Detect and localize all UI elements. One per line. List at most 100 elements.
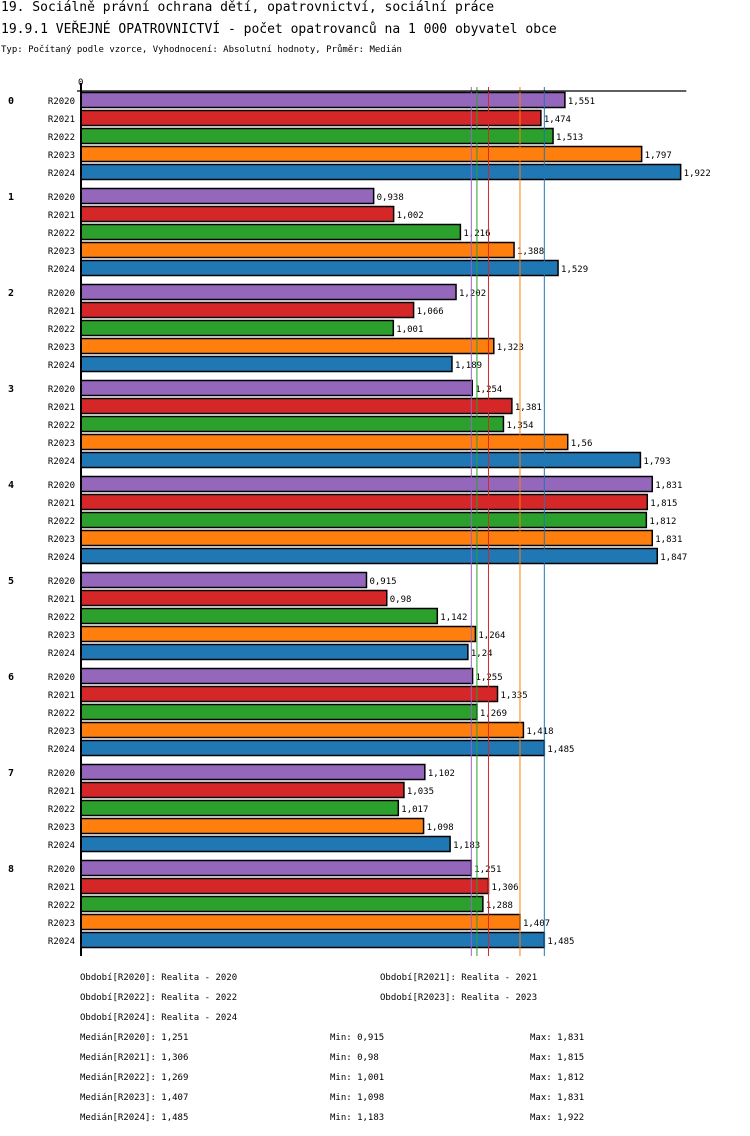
- data-label: 1,847: [660, 553, 687, 563]
- bar: [80, 799, 400, 817]
- bar: [80, 493, 649, 511]
- series-label: R2020: [48, 577, 75, 587]
- data-label: 1,381: [515, 403, 542, 413]
- data-label: 1,269: [480, 709, 507, 719]
- data-label: 1,474: [544, 115, 571, 125]
- bar: [80, 835, 451, 853]
- series-label: R2021: [48, 883, 75, 893]
- bar: [80, 589, 388, 607]
- series-label: R2024: [48, 745, 75, 755]
- bar: [80, 241, 515, 259]
- data-label: 1,102: [428, 769, 455, 779]
- stat-median-r2024: Medián[R2024]: 1,485: [80, 1113, 189, 1123]
- stat-min-r2022: Min: 1,001: [330, 1073, 385, 1083]
- chart-title: 19.9.1 VEŘEJNÉ OPATROVNICTVÍ - počet opa…: [1, 22, 557, 37]
- series-label: R2023: [48, 151, 75, 161]
- bar: [80, 571, 368, 589]
- bar: [80, 127, 554, 145]
- stat-max-r2020: Max: 1,831: [530, 1033, 585, 1043]
- data-label: 1,407: [523, 919, 550, 929]
- bar: [80, 931, 546, 949]
- series-label: R2022: [48, 325, 75, 335]
- data-label: 1,388: [517, 247, 544, 257]
- data-label: 1,323: [497, 343, 524, 353]
- data-label: 1,288: [486, 901, 513, 911]
- data-label: 1,264: [478, 631, 505, 641]
- data-label: 1,56: [571, 439, 593, 449]
- series-label: R2022: [48, 805, 75, 815]
- bar: [80, 301, 415, 319]
- series-label: R2024: [48, 649, 75, 659]
- stat-min-r2024: Min: 1,183: [330, 1113, 385, 1123]
- data-label: 1,142: [440, 613, 467, 623]
- category-label: 0: [8, 96, 14, 107]
- series-label: R2020: [48, 385, 75, 395]
- bar: [80, 145, 643, 163]
- bar: [80, 703, 478, 721]
- stat-min-r2020: Min: 0,915: [330, 1033, 385, 1043]
- series-label: R2024: [48, 841, 75, 851]
- bar: [80, 511, 648, 529]
- stat-min-r2023: Min: 1,098: [330, 1093, 385, 1103]
- data-label: 1,017: [401, 805, 428, 815]
- data-label: 1,306: [491, 883, 518, 893]
- period-legend-r2024: Období[R2024]: Realita - 2024: [80, 1013, 238, 1023]
- series-label: R2021: [48, 691, 75, 701]
- bar: [80, 109, 542, 127]
- category-label: 6: [8, 672, 14, 683]
- series-label: R2022: [48, 613, 75, 623]
- series-label: R2024: [48, 361, 75, 371]
- data-label: 1,513: [556, 133, 583, 143]
- bar: [80, 433, 569, 451]
- series-label: R2023: [48, 727, 75, 737]
- data-label: 1,202: [459, 289, 486, 299]
- data-label: 1,797: [645, 151, 672, 161]
- bar: [80, 895, 484, 913]
- data-label: 1,251: [474, 865, 501, 875]
- data-label: 1,831: [655, 481, 682, 491]
- series-label: R2020: [48, 769, 75, 779]
- data-label: 0,915: [369, 577, 396, 587]
- bar: [80, 529, 654, 547]
- category-label: 5: [8, 576, 14, 587]
- bar: [80, 379, 473, 397]
- bar: [80, 475, 654, 493]
- bar: [80, 781, 405, 799]
- category-label: 3: [8, 384, 14, 395]
- period-legend-r2021: Období[R2021]: Realita - 2021: [380, 973, 538, 983]
- bar: [80, 859, 473, 877]
- series-label: R2022: [48, 709, 75, 719]
- bar: [80, 163, 682, 181]
- data-label: 1,793: [643, 457, 670, 467]
- period-legend-r2020: Období[R2020]: Realita - 2020: [80, 973, 238, 983]
- series-label: R2024: [48, 553, 75, 563]
- data-label: 1,485: [547, 745, 574, 755]
- series-label: R2020: [48, 865, 75, 875]
- series-label: R2023: [48, 535, 75, 545]
- data-label: 1,485: [547, 937, 574, 947]
- bar: [80, 223, 462, 241]
- data-label: 1,922: [684, 169, 711, 179]
- stat-min-r2021: Min: 0,98: [330, 1053, 379, 1063]
- series-label: R2022: [48, 517, 75, 527]
- bar: [80, 283, 457, 301]
- series-label: R2024: [48, 265, 75, 275]
- data-label: 1,066: [417, 307, 444, 317]
- bar: [80, 259, 559, 277]
- bar: [80, 355, 453, 373]
- data-label: 1,035: [407, 787, 434, 797]
- stat-median-r2021: Medián[R2021]: 1,306: [80, 1053, 189, 1063]
- series-label: R2022: [48, 901, 75, 911]
- stat-max-r2021: Max: 1,815: [530, 1053, 585, 1063]
- category-label: 1: [8, 192, 14, 203]
- series-label: R2020: [48, 193, 75, 203]
- category-label: 2: [8, 288, 14, 299]
- series-label: R2023: [48, 631, 75, 641]
- data-label: 1,529: [561, 265, 588, 275]
- series-label: R2020: [48, 481, 75, 491]
- bar: [80, 319, 395, 337]
- data-label: 1,335: [501, 691, 528, 701]
- bar: [80, 913, 521, 931]
- period-legend-r2022: Období[R2022]: Realita - 2022: [80, 993, 238, 1003]
- bar: [80, 685, 499, 703]
